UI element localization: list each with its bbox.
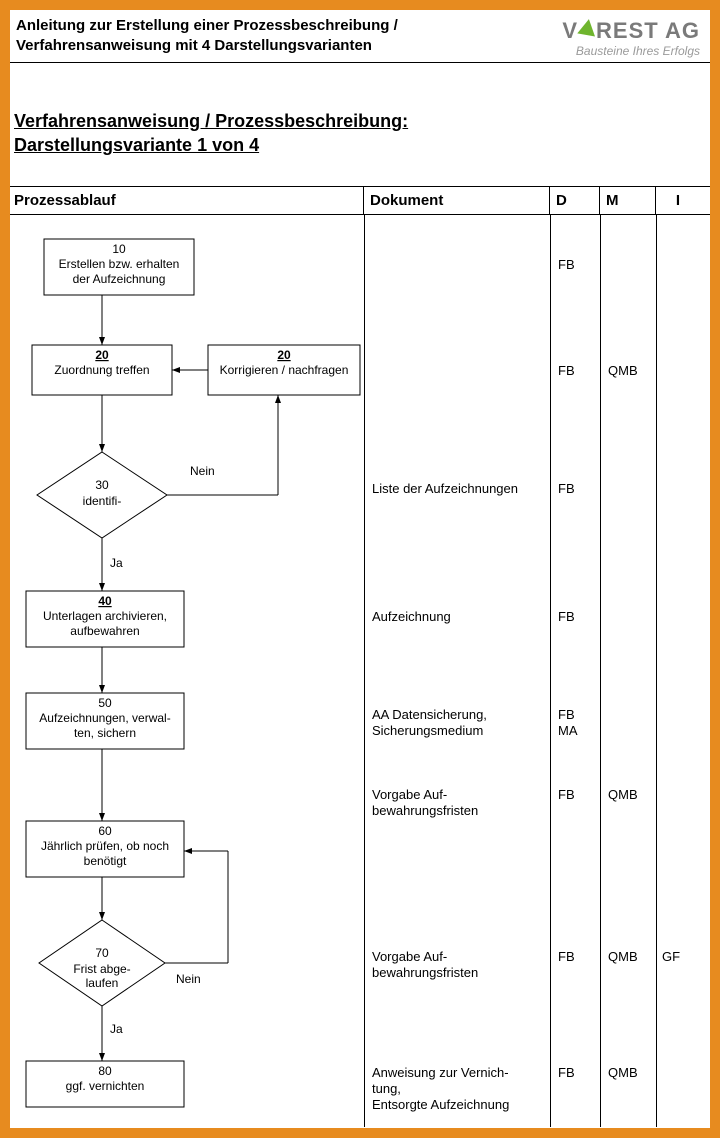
- svg-text:der Aufzeichnung: der Aufzeichnung: [73, 272, 166, 286]
- svg-text:30: 30: [95, 478, 109, 492]
- table-header: Prozessablauf Dokument D M I: [10, 186, 710, 215]
- col-i: I: [656, 187, 700, 214]
- svg-text:laufen: laufen: [86, 976, 119, 990]
- svg-text:aufbewahren: aufbewahren: [70, 624, 139, 638]
- flowchart: Nein Ja Nein Ja 10Erstellen bzw. erhaltender…: [10, 215, 364, 1127]
- row-m: QMB: [608, 787, 654, 803]
- col-process: Prozessablauf: [10, 187, 364, 214]
- section-title-line1: Verfahrensanweisung / Prozessbeschreibun…: [14, 111, 408, 131]
- row-d: FB: [558, 949, 598, 965]
- row-d: FB MA: [558, 707, 598, 740]
- svg-text:Korrigieren / nachfragen: Korrigieren / nachfragen: [220, 363, 349, 377]
- row-m: QMB: [608, 1065, 654, 1081]
- row-document: Aufzeichnung: [372, 609, 546, 625]
- row-document: Liste der Aufzeichnungen: [372, 481, 546, 497]
- row-d: FB: [558, 363, 598, 379]
- row-d: FB: [558, 257, 598, 273]
- logo-v: V: [562, 18, 578, 43]
- svg-text:identifi-: identifi-: [83, 494, 122, 508]
- logo-text: V REST AG: [562, 18, 700, 44]
- row-document: Vorgabe Auf- bewahrungsfristen: [372, 949, 546, 982]
- svg-text:Erstellen bzw. erhalten: Erstellen bzw. erhalten: [59, 257, 180, 271]
- svg-text:Aufzeichnungen, verwal-: Aufzeichnungen, verwal-: [39, 711, 170, 725]
- row-m: QMB: [608, 949, 654, 965]
- svg-text:60: 60: [98, 824, 112, 838]
- header: Anleitung zur Erstellung einer Prozessbe…: [10, 10, 710, 58]
- header-title-line2: Verfahrensanweisung mit 4 Darstellungsva…: [16, 37, 372, 54]
- header-title-line1: Anleitung zur Erstellung einer Prozessbe…: [16, 17, 398, 34]
- svg-text:Ja: Ja: [110, 556, 123, 570]
- svg-text:ten, sichern: ten, sichern: [74, 726, 136, 740]
- svg-text:40: 40: [98, 594, 112, 608]
- logo-subtitle: Bausteine Ihres Erfolgs: [562, 44, 700, 58]
- logo-accent-icon: [577, 18, 598, 37]
- col-divider-1: [364, 215, 365, 1127]
- svg-text:10: 10: [112, 242, 126, 256]
- row-i: GF: [662, 949, 700, 965]
- col-m: M: [600, 187, 656, 214]
- row-d: FB: [558, 787, 598, 803]
- row-d: FB: [558, 1065, 598, 1081]
- header-divider: [10, 62, 710, 63]
- svg-text:20: 20: [277, 348, 291, 362]
- col-divider-3: [600, 215, 601, 1127]
- row-d: FB: [558, 609, 598, 625]
- svg-text:benötigt: benötigt: [84, 854, 127, 868]
- page-frame: Anleitung zur Erstellung einer Prozessbe…: [0, 0, 720, 1138]
- row-document: AA Datensicherung, Sicherungsmedium: [372, 707, 546, 740]
- svg-text:Jährlich prüfen, ob noch: Jährlich prüfen, ob noch: [41, 839, 169, 853]
- svg-text:20: 20: [95, 348, 109, 362]
- svg-text:70: 70: [95, 946, 109, 960]
- svg-text:Frist abge-: Frist abge-: [73, 962, 130, 976]
- logo: V REST AG Bausteine Ihres Erfolgs: [562, 16, 700, 58]
- svg-text:Nein: Nein: [190, 464, 215, 478]
- header-title: Anleitung zur Erstellung einer Prozessbe…: [16, 16, 398, 55]
- col-d: D: [550, 187, 600, 214]
- section-title-line2: Darstellungsvariante 1 von 4: [14, 135, 259, 155]
- row-document: Anweisung zur Vernich- tung, Entsorgte A…: [372, 1065, 546, 1114]
- section-title: Verfahrensanweisung / Prozessbeschreibun…: [14, 109, 710, 158]
- svg-text:ggf. vernichten: ggf. vernichten: [66, 1079, 145, 1093]
- svg-text:Zuordnung treffen: Zuordnung treffen: [54, 363, 149, 377]
- svg-text:80: 80: [98, 1064, 112, 1078]
- svg-text:50: 50: [98, 696, 112, 710]
- col-document: Dokument: [364, 187, 550, 214]
- body-area: Nein Ja Nein Ja 10Erstellen bzw. erhaltender…: [10, 215, 710, 1127]
- col-divider-4: [656, 215, 657, 1127]
- row-m: QMB: [608, 363, 654, 379]
- row-document: Vorgabe Auf- bewahrungsfristen: [372, 787, 546, 820]
- col-divider-2: [550, 215, 551, 1127]
- svg-text:Nein: Nein: [176, 972, 201, 986]
- page-inner: Anleitung zur Erstellung einer Prozessbe…: [10, 10, 710, 1128]
- row-d: FB: [558, 481, 598, 497]
- svg-text:Ja: Ja: [110, 1022, 123, 1036]
- logo-rest: REST AG: [596, 18, 700, 43]
- svg-text:Unterlagen archivieren,: Unterlagen archivieren,: [43, 609, 167, 623]
